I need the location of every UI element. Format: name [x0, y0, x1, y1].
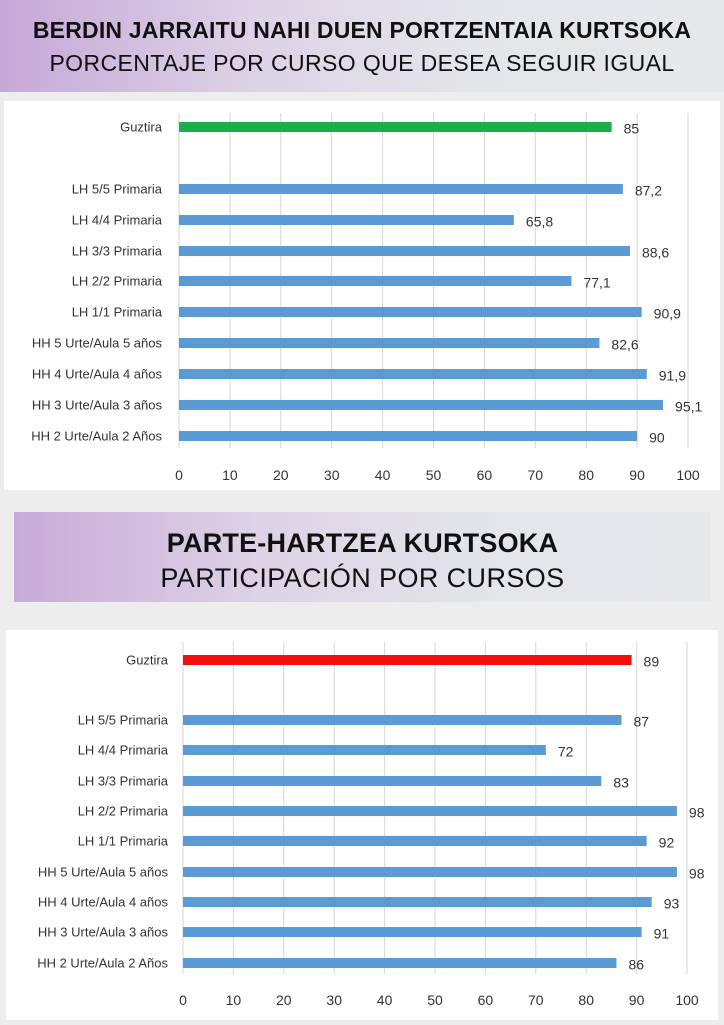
data-label: 91,9 — [659, 368, 686, 384]
chart-2-svg: 0 10 20 30 40 50 60 70 80 90 100 Guztira 89 LH 5/5 Pr… — [37, 642, 705, 1008]
category-label: Guztira — [126, 653, 169, 668]
bar — [179, 276, 572, 286]
bar — [183, 867, 677, 877]
x-tick-label: 0 — [179, 992, 187, 1008]
total-bar — [179, 122, 612, 132]
data-label: 90 — [649, 430, 665, 446]
x-tick-label: 30 — [324, 467, 340, 483]
x-tick-label: 70 — [528, 467, 544, 483]
x-tick-label: 60 — [477, 467, 493, 483]
category-label: HH 4 Urte/Aula 4 años — [38, 895, 169, 910]
category-label: LH 1/1 Primaria — [72, 305, 163, 320]
header-banner-2: PARTE-HARTZEA KURTSOKA PARTICIPACIÓN POR… — [14, 512, 711, 602]
x-tick-label: 100 — [676, 467, 700, 483]
category-label: LH 3/3 Primaria — [78, 774, 169, 789]
chart2-title-eu: PARTE-HARTZEA KURTSOKA — [166, 528, 559, 558]
bar — [179, 338, 600, 348]
x-tick-label: 90 — [629, 992, 645, 1008]
category-label: HH 4 Urte/Aula 4 años — [32, 367, 163, 382]
category-label: LH 1/1 Primaria — [78, 834, 169, 849]
data-label: 98 — [689, 866, 705, 882]
bar — [183, 806, 677, 816]
x-tick-label: 80 — [578, 992, 594, 1008]
chart2-title-es: PARTICIPACIÓN POR CURSOS — [160, 563, 565, 593]
bar — [179, 307, 642, 317]
x-tick-label: 10 — [222, 467, 238, 483]
data-label: 87,2 — [635, 183, 662, 199]
header-banner-1: BERDIN JARRAITU NAHI DUEN PORTZENTAIA KU… — [0, 0, 724, 92]
data-label: 85 — [624, 121, 640, 137]
chart-panel-1: 0 10 20 30 40 50 60 70 80 90 100 Guztira 85 LH 5/5 Pr… — [4, 101, 720, 490]
category-label: LH 4/4 Primaria — [78, 743, 169, 758]
chart-1-svg: 0 10 20 30 40 50 60 70 80 90 100 Guztira 85 LH 5/5 Pr… — [31, 113, 703, 483]
x-tick-label: 10 — [226, 992, 242, 1008]
data-label: 82,6 — [611, 337, 638, 353]
category-label: HH 3 Urte/Aula 3 años — [38, 925, 169, 940]
chart1-title-eu: BERDIN JARRAITU NAHI DUEN PORTZENTAIA KU… — [32, 17, 692, 43]
data-label: 91 — [654, 926, 670, 942]
data-label: 93 — [664, 896, 680, 912]
data-label: 98 — [689, 805, 705, 821]
category-label: LH 4/4 Primaria — [72, 213, 163, 228]
category-label: HH 5 Urte/Aula 5 años — [38, 865, 169, 880]
data-label: 88,6 — [642, 245, 669, 261]
data-label: 92 — [659, 835, 675, 851]
bar — [183, 927, 642, 937]
category-label: LH 5/5 Primaria — [78, 713, 169, 728]
category-label: Guztira — [120, 120, 163, 135]
bar — [179, 184, 623, 194]
x-tick-label: 100 — [675, 992, 699, 1008]
x-tick-label: 20 — [276, 992, 292, 1008]
bar — [179, 215, 514, 225]
data-label: 95,1 — [675, 399, 702, 415]
data-label: 83 — [613, 775, 629, 791]
category-label: LH 5/5 Primaria — [72, 182, 163, 197]
data-label: 77,1 — [583, 275, 610, 291]
category-label: LH 2/2 Primaria — [72, 274, 163, 289]
category-label: LH 2/2 Primaria — [78, 804, 169, 819]
category-label: HH 2 Urte/Aula 2 Años — [31, 429, 162, 444]
bar — [179, 246, 630, 256]
x-tick-label: 30 — [326, 992, 342, 1008]
data-label: 65,8 — [526, 214, 553, 230]
category-label: LH 3/3 Primaria — [72, 244, 163, 259]
x-tick-label: 40 — [375, 467, 391, 483]
x-tick-label: 70 — [528, 992, 544, 1008]
data-label: 86 — [628, 957, 644, 973]
bar — [183, 745, 546, 755]
x-tick-label: 60 — [478, 992, 494, 1008]
bar — [179, 431, 638, 441]
bar — [179, 369, 647, 379]
x-tick-label: 40 — [377, 992, 393, 1008]
category-label: HH 5 Urte/Aula 5 años — [32, 336, 163, 351]
data-label: 90,9 — [654, 306, 681, 322]
x-tick-label: 90 — [629, 467, 645, 483]
bar — [183, 958, 617, 968]
x-tick-label: 0 — [175, 467, 183, 483]
data-label: 89 — [644, 654, 660, 670]
bar — [183, 836, 647, 846]
bar — [183, 715, 622, 725]
category-label: HH 3 Urte/Aula 3 años — [32, 398, 163, 413]
bar — [183, 897, 652, 907]
data-label: 87 — [633, 714, 649, 730]
chart-panel-2: 0 10 20 30 40 50 60 70 80 90 100 Guztira 89 LH 5/5 Pr… — [6, 630, 718, 1020]
chart1-title-es: PORCENTAJE POR CURSO QUE DESEA SEGUIR IG… — [49, 50, 675, 76]
bar — [183, 776, 602, 786]
x-tick-label: 80 — [578, 467, 594, 483]
data-label: 72 — [558, 744, 574, 760]
total-bar — [183, 655, 632, 665]
category-label: HH 2 Urte/Aula 2 Años — [37, 956, 168, 971]
x-tick-label: 20 — [273, 467, 289, 483]
x-tick-label: 50 — [427, 992, 443, 1008]
bar — [179, 400, 664, 410]
x-tick-label: 50 — [426, 467, 442, 483]
